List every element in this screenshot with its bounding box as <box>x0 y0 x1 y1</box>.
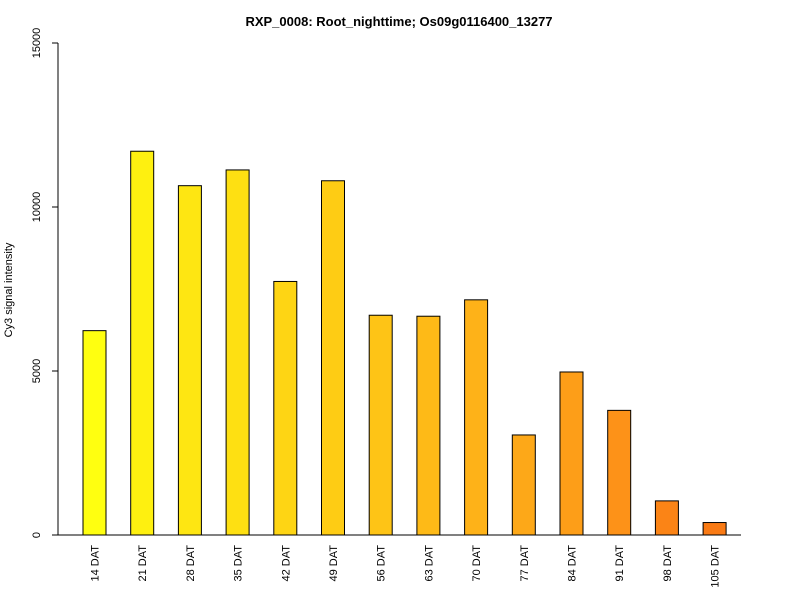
x-tick-label: 70 DAT <box>471 545 483 582</box>
bar <box>702 522 727 536</box>
y-tick-label: 15000 <box>31 28 43 59</box>
x-tick-label: 42 DAT <box>280 545 292 582</box>
chart-title: RXP_0008: Root_nighttime; Os09g0116400_1… <box>245 14 552 29</box>
y-axis-label: Cy3 signal intensity <box>3 242 15 337</box>
x-tick-label: 98 DAT <box>662 545 674 582</box>
x-tick-labels: 14 DAT 21 DAT 28 DAT 35 DAT 42 DAT 49 DAT 56 D… <box>90 545 722 588</box>
bar <box>273 280 298 536</box>
x-tick-label: 35 DAT <box>233 545 245 582</box>
y-tick-label: 5000 <box>31 359 43 383</box>
x-tick-label: 14 DAT <box>90 545 102 582</box>
x-tick-label: 49 DAT <box>328 545 340 582</box>
bar <box>511 434 536 536</box>
bars-group <box>82 150 727 536</box>
x-tick-label: 105 DAT <box>710 545 722 588</box>
bar <box>177 185 202 536</box>
bar <box>225 169 250 536</box>
bar <box>321 180 345 536</box>
bar <box>82 330 107 536</box>
bar <box>368 314 393 536</box>
y-axis: 0 5000 10000 15000 <box>31 28 59 538</box>
x-tick-label: 28 DAT <box>185 545 197 582</box>
bar <box>130 150 155 536</box>
bar <box>416 315 441 536</box>
x-tick-label: 63 DAT <box>423 545 435 582</box>
x-tick-label: 77 DAT <box>519 545 531 582</box>
x-tick-label: 84 DAT <box>567 545 579 582</box>
x-tick-label: 56 DAT <box>376 545 388 582</box>
bar <box>464 299 489 536</box>
bar <box>559 371 584 536</box>
bar <box>607 409 632 536</box>
x-tick-label: 21 DAT <box>137 545 149 582</box>
y-tick-label: 10000 <box>31 192 43 223</box>
y-tick-label: 0 <box>31 532 43 538</box>
x-tick-label: 91 DAT <box>614 545 626 582</box>
bar <box>654 500 679 536</box>
